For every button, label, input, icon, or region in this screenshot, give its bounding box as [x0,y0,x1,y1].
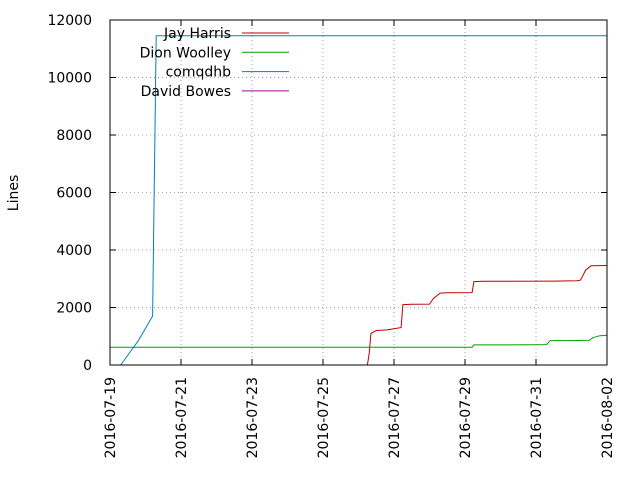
y-tick-label: 10000 [47,71,92,87]
legend-label: comqdhb [166,65,232,81]
series-line [366,265,608,366]
y-tick-label: 0 [83,358,92,374]
series-lines [110,35,608,366]
y-tick-label: 6000 [56,186,92,202]
legend-label: Dion Woolley [140,45,231,61]
x-tick-label: 2016-07-19 [103,377,119,458]
x-tick-label: 2016-07-31 [529,377,545,458]
y-axis-tick-labels: 0 2000 4000 6000 8000 10000 12000 [47,13,92,374]
y-axis-label: Lines [6,175,22,211]
series-line [120,35,607,366]
axis-ticks [109,19,608,366]
x-tick-label: 2016-07-25 [316,377,332,458]
x-tick-label: 2016-07-27 [387,377,403,458]
y-tick-label: 4000 [56,243,92,259]
x-tick-label: 2016-07-29 [458,377,474,458]
grid [110,20,607,365]
legend-label: Jay Harris [163,26,231,42]
legend: Jay Harris Dion Woolley comqdhb David Bowes [140,26,289,100]
legend-label: David Bowes [141,84,231,100]
series-line [110,334,608,348]
y-tick-label: 12000 [47,13,92,29]
y-tick-label: 2000 [56,301,92,317]
x-tick-label: 2016-07-23 [245,377,261,458]
x-tick-label: 2016-07-21 [174,377,190,458]
y-tick-label: 8000 [56,128,92,144]
x-tick-label: 2016-08-02 [600,377,616,458]
x-axis-tick-labels: 2016-07-19 2016-07-21 2016-07-23 2016-07-25… [103,377,616,458]
